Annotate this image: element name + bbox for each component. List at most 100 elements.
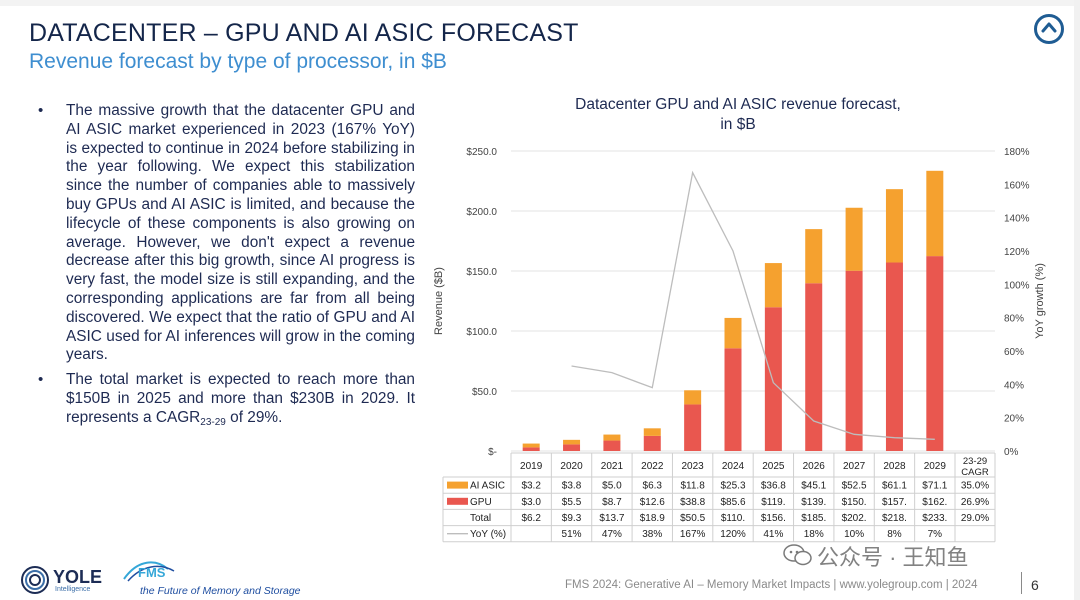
table-cell: 41% <box>763 529 783 540</box>
table-cell: $61.1 <box>882 481 907 492</box>
table-cell-cagr: 29.0% <box>961 513 989 524</box>
table-cell: 18% <box>804 529 824 540</box>
table-cell: $218. <box>882 513 907 524</box>
table-cell: $71.1 <box>922 481 947 492</box>
bar-gpu <box>926 256 944 451</box>
yole-logo-icon <box>21 566 49 594</box>
legend-swatch <box>447 497 468 505</box>
table-header-year: 2019 <box>520 461 543 472</box>
table-cell: $8.7 <box>602 497 622 508</box>
bar-gpu <box>643 435 661 451</box>
bullet-item-total-market: The total market is expected to reach mo… <box>38 371 415 427</box>
table-cell: 120% <box>720 529 746 540</box>
y2-tick-label: 20% <box>1004 414 1024 425</box>
table-header-year: 2020 <box>560 461 583 472</box>
y-tick-label: $150.0 <box>466 267 497 278</box>
table-cell: 167% <box>680 529 706 540</box>
svg-text:FMS: FMS <box>138 565 166 580</box>
y-tick-label: $100.0 <box>466 327 497 338</box>
table-row-label: Total <box>470 513 491 524</box>
table-cell: $13.7 <box>599 513 624 524</box>
table-cell: $36.8 <box>761 481 786 492</box>
watermark-text: 公众号 · 王知鱼 <box>817 545 969 570</box>
table-cell-cagr: 35.0% <box>961 481 989 492</box>
table-cell: $119. <box>761 497 785 508</box>
table-cell: $50.5 <box>680 513 705 524</box>
table-cell: $156. <box>761 513 786 524</box>
bullet-text-after: of 29%. <box>225 408 283 426</box>
table-header-year: 2024 <box>722 461 745 472</box>
y2-tick-label: 80% <box>1004 314 1024 325</box>
chevron-up-circle-icon[interactable] <box>1034 14 1064 44</box>
chart-title-line-2: in $B <box>720 116 755 133</box>
table-cell: $5.5 <box>562 497 582 508</box>
table-header-year: 2026 <box>803 461 826 472</box>
table-cell: $185. <box>801 513 826 524</box>
table-cell: $157. <box>882 497 907 508</box>
y2-tick-label: 140% <box>1004 214 1030 225</box>
right-edge-shade <box>1074 0 1080 600</box>
table-cell: $150. <box>842 497 867 508</box>
table-cell: $25.3 <box>720 481 745 492</box>
table-row-label: GPU <box>470 497 492 508</box>
table-cell: 10% <box>844 529 864 540</box>
table-header-year: 2023 <box>682 461 705 472</box>
table-cell: $45.1 <box>801 481 826 492</box>
table-header-year: 2022 <box>641 461 664 472</box>
fms-logo-icon: FMS <box>123 561 175 582</box>
table-cell: $6.2 <box>521 513 541 524</box>
fms-tagline: the Future of Memory and Storage <box>140 585 301 597</box>
bar-ai-asic <box>684 390 702 405</box>
bar-gpu <box>522 447 540 451</box>
table-cell: $162. <box>922 497 947 508</box>
wechat-icon <box>783 544 812 566</box>
bar-ai-asic <box>885 189 903 263</box>
table-header-year: 2021 <box>601 461 624 472</box>
bar-gpu <box>603 440 621 451</box>
y2-tick-label: 120% <box>1004 247 1030 258</box>
table-cell: $85.6 <box>720 497 745 508</box>
y-tick-label: $50.0 <box>472 387 497 398</box>
chart-title-line-1: Datacenter GPU and AI ASIC revenue forec… <box>575 96 901 113</box>
top-edge-shade <box>0 0 1080 6</box>
table-cell: $18.9 <box>640 513 665 524</box>
table-row-label: AI ASIC <box>470 481 505 492</box>
bar-gpu <box>684 404 702 451</box>
bar-gpu <box>563 444 581 451</box>
table-cell: 7% <box>928 529 943 540</box>
table-cell: $5.0 <box>602 481 622 492</box>
bar-ai-asic <box>845 207 863 271</box>
bar-ai-asic <box>926 170 944 257</box>
table-cell: $38.8 <box>680 497 705 508</box>
table-header-year: 2029 <box>924 461 947 472</box>
page-number: 6 <box>1031 577 1039 593</box>
bar-gpu <box>805 283 823 451</box>
table-cell: $202. <box>842 513 867 524</box>
bar-ai-asic <box>563 439 581 445</box>
table-cell: $3.8 <box>562 481 582 492</box>
y-tick-label: $200.0 <box>466 207 497 218</box>
footer-note: FMS 2024: Generative AI – Memory Market … <box>565 579 978 591</box>
bullet-list: The massive growth that the datacenter G… <box>38 102 415 434</box>
bar-gpu <box>845 270 863 451</box>
yole-logo-subtext: Intelligence <box>55 586 91 593</box>
table-header-cagr-1: 23-29 <box>963 456 987 467</box>
page-title: DATACENTER – GPU AND AI ASIC FORECAST <box>29 19 579 47</box>
table-cell: $11.8 <box>680 481 705 492</box>
table-cell-cagr: 26.9% <box>961 497 989 508</box>
y2-axis-label: YoY growth (%) <box>1034 263 1046 339</box>
table-cell: $3.0 <box>521 497 541 508</box>
table-header-year: 2028 <box>883 461 906 472</box>
bullet-item-growth: The massive growth that the datacenter G… <box>38 102 415 365</box>
table-cell: 47% <box>602 529 622 540</box>
table-cell: $233. <box>922 513 947 524</box>
y-axis-label: Revenue ($B) <box>433 267 445 335</box>
bar-ai-asic <box>764 263 782 308</box>
bar-ai-asic <box>643 428 661 436</box>
y2-tick-label: 40% <box>1004 380 1024 391</box>
y2-tick-label: 0% <box>1004 447 1019 458</box>
bar-gpu <box>764 307 782 451</box>
line-yoy <box>571 170 935 440</box>
table-cell: $52.5 <box>842 481 867 492</box>
